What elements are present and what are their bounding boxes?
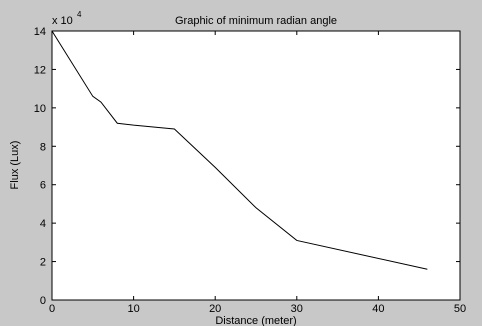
y-axis-label: Flux (Lux) bbox=[9, 141, 21, 190]
y-tick-label: 2 bbox=[40, 257, 46, 269]
x-tick-label: 10 bbox=[127, 303, 139, 315]
x-tick-label: 50 bbox=[454, 303, 466, 315]
y-tick-label: 0 bbox=[40, 295, 46, 307]
x-tick-label: 20 bbox=[209, 303, 221, 315]
y-multiplier-exponent: 4 bbox=[77, 10, 82, 19]
y-multiplier: x 10 bbox=[52, 15, 73, 27]
chart-title: Graphic of minimum radian angle bbox=[175, 15, 337, 27]
y-tick-label: 6 bbox=[40, 180, 46, 192]
x-tick-label: 30 bbox=[291, 303, 303, 315]
data-line bbox=[51, 30, 428, 270]
plot-area bbox=[51, 30, 461, 301]
y-tick-label: 8 bbox=[40, 141, 46, 153]
x-axis-label: Distance (meter) bbox=[215, 315, 296, 326]
x-tick-label: 40 bbox=[372, 303, 384, 315]
x-tick-label: 0 bbox=[49, 303, 55, 315]
y-tick-label: 4 bbox=[40, 218, 46, 230]
y-tick-label: 10 bbox=[34, 103, 46, 115]
y-tick-label: 12 bbox=[34, 64, 46, 76]
y-tick-label: 14 bbox=[34, 26, 46, 38]
